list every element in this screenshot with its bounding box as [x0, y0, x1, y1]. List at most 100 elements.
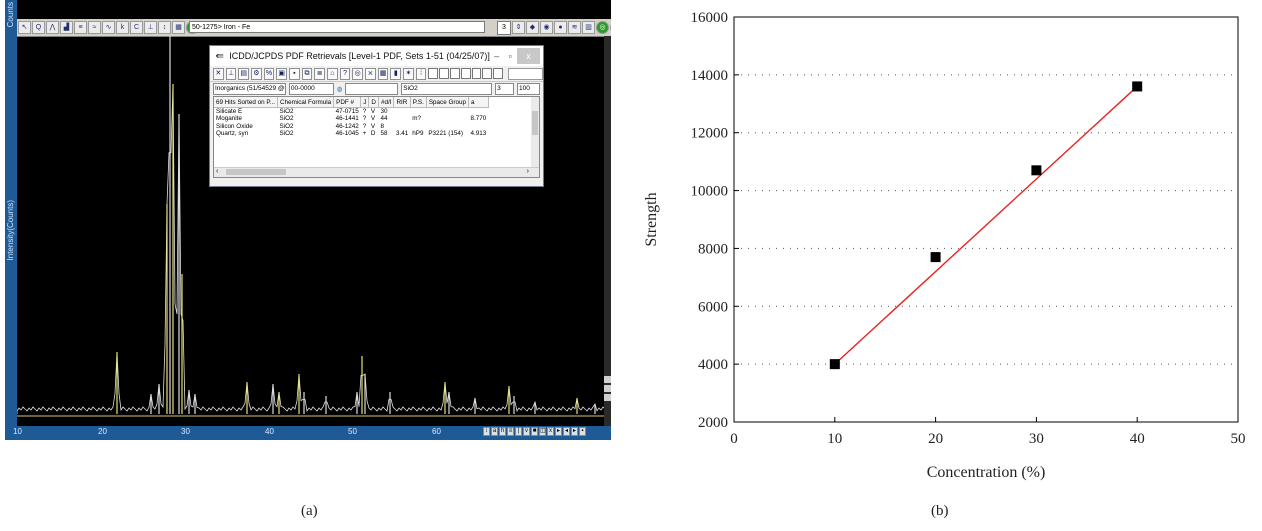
dialog-toolbar: ✕ ⊥ ▤ ⚙ % ▣ ▪ ⧉ ≣ ⌂ ? ◎ ⨯ ▦ ▮ ✶ ⁞ [210, 66, 543, 82]
copy-icon[interactable]: ⧉ [301, 67, 313, 80]
pdf-card-count[interactable]: 3 [497, 21, 511, 35]
grid-icon[interactable]: ▦ [377, 67, 389, 80]
hits-table: 69 Hits Sorted on P... Chemical Formula PD… [213, 96, 540, 178]
bg-icon[interactable]: ≡ [74, 21, 87, 34]
filter-icon[interactable]: ≋ [568, 21, 581, 34]
extra-combo[interactable] [345, 83, 399, 95]
minimize-icon[interactable]: – [494, 51, 500, 61]
column-header[interactable]: #d/I [378, 97, 395, 108]
option-checkbox[interactable] [493, 68, 503, 79]
print-icon[interactable]: ▣ [276, 67, 288, 80]
ok-icon[interactable]: ◎ [596, 21, 609, 34]
notes-icon[interactable]: ≣ [314, 67, 326, 80]
formula-combo[interactable]: SiO2 [401, 83, 493, 95]
option-checkbox[interactable] [450, 68, 460, 79]
fit-icon[interactable]: ⨯ [365, 67, 376, 80]
column-header[interactable]: Space Group [426, 97, 469, 108]
target-icon[interactable]: ◎ [352, 67, 364, 80]
table-cell: 3.41 [395, 130, 409, 138]
close-icon[interactable]: x [516, 48, 541, 64]
nav-icon[interactable]: ◫ [539, 427, 546, 436]
column-header[interactable]: J [360, 97, 370, 108]
column-header[interactable]: D [368, 97, 379, 108]
pin-icon[interactable]: ⇚ [215, 50, 224, 62]
database-combo[interactable]: Inorganics (51/54529 @C [213, 83, 286, 95]
table-cell: V [370, 122, 376, 130]
peak-tool-icon[interactable]: ⋀ [46, 21, 59, 34]
nav-icon[interactable]: v [523, 427, 530, 436]
column-header[interactable]: RIR [393, 97, 411, 108]
count-field[interactable]: 3 [495, 83, 515, 95]
column-header[interactable]: P.S. [410, 97, 427, 108]
option-checkbox[interactable] [471, 68, 482, 79]
zoom-icon[interactable]: Q [32, 21, 45, 34]
nav-icon[interactable]: ▸ [571, 427, 578, 436]
list-icon[interactable]: ▤ [238, 67, 250, 80]
star-icon[interactable]: ✶ [403, 67, 414, 80]
maximize-icon[interactable]: ▫ [508, 51, 512, 61]
table-cell [426, 123, 468, 130]
column-header[interactable]: 69 Hits Sorted on P... [214, 97, 279, 108]
cursor-tool-icon[interactable]: ↖ [18, 21, 31, 34]
option-checkbox[interactable] [460, 68, 471, 79]
plot-frame [733, 16, 1239, 423]
table-row[interactable]: Quartz, syn SiO2 46-1045 + D 58 3.41 hP9 P3221 (… [214, 130, 488, 137]
limit-field[interactable]: 100 [517, 83, 540, 95]
nav-icon[interactable]: x [547, 427, 554, 436]
pdf-card-combo[interactable]: 50-1275> Iron - Fe [189, 21, 485, 33]
nav-icon[interactable]: ◂ [563, 427, 570, 436]
table-row[interactable]: Moganite SiO2 46-1441? V 44 m? 8.770 [214, 115, 488, 122]
smooth-icon[interactable]: ≈ [88, 21, 101, 34]
nav-icon[interactable]: | [515, 427, 522, 436]
cell-icon[interactable]: C [130, 21, 143, 34]
nav-icon[interactable]: ≡ [507, 427, 514, 436]
horizontal-scrollbar[interactable]: ‹ › [214, 167, 539, 177]
nav-icon[interactable]: ▸ [555, 427, 562, 436]
scroll-left-icon[interactable]: ‹ [216, 168, 219, 175]
cancel-icon[interactable]: ✕ [610, 21, 611, 34]
save-icon[interactable]: ▪ [289, 67, 300, 80]
options-dropdown[interactable] [508, 67, 543, 80]
stick-pattern-icon[interactable]: ⊥ [225, 67, 237, 80]
column-header[interactable]: Chemical Formula [277, 97, 335, 108]
book-icon[interactable]: ▮ [390, 67, 402, 80]
pin-icon[interactable]: ● [554, 21, 567, 34]
table-cell: hP9 [412, 130, 424, 138]
percent-icon[interactable]: % [263, 67, 275, 80]
table-row[interactable]: Silicon Oxide SiO2 46-1242? V 8 [214, 123, 488, 130]
option-checkbox[interactable] [439, 68, 450, 79]
ruler-icon[interactable]: ⊥ [144, 21, 157, 34]
tools-icon[interactable]: ⚙ [251, 67, 262, 80]
globe-icon[interactable]: ◉ [540, 21, 553, 34]
column-header[interactable]: PDF # [333, 97, 362, 108]
option-checkbox[interactable] [482, 68, 493, 79]
bar-chart-icon[interactable]: ▟ [60, 21, 73, 34]
open-icon[interactable]: ⌂ [327, 67, 338, 80]
up-down-icon[interactable]: ⇕ [512, 21, 525, 34]
nav-icon[interactable]: h [499, 427, 506, 436]
table-cell: V [370, 108, 376, 115]
help-icon[interactable]: ? [339, 67, 351, 80]
data-point [1132, 81, 1143, 92]
dialog-title-bar: ⇚ ICDD/JCPDS PDF Retrievals [Level-1 PDF… [210, 46, 543, 66]
column-header[interactable]: a [468, 97, 489, 108]
delete-icon[interactable]: ✕ [213, 67, 224, 80]
scale-icon[interactable]: ↕ [158, 21, 171, 34]
table-row[interactable]: Silicate E SiO2 47-0715? V 30 [214, 108, 488, 116]
nav-icon[interactable]: ■ [531, 427, 538, 436]
table-icon[interactable]: ▦ [172, 21, 185, 34]
nav-icon[interactable]: ↕ [483, 427, 490, 436]
kalpha-icon[interactable]: k [116, 21, 129, 34]
diamond-icon[interactable]: ◆ [526, 21, 539, 34]
element-icon[interactable]: ◍ [336, 86, 343, 93]
fit-icon[interactable]: ∿ [102, 21, 115, 34]
vertical-scrollbar[interactable] [531, 97, 539, 177]
scroll-right-icon[interactable]: › [526, 168, 529, 175]
nav-icon[interactable]: a [491, 427, 498, 436]
chart-icon[interactable]: ▥ [582, 21, 595, 34]
option-checkbox[interactable] [428, 68, 439, 79]
nav-icon[interactable]: ▪ [579, 427, 586, 436]
dots-icon[interactable]: ⁞ [415, 67, 427, 80]
pdf-number-combo[interactable]: 00-0000 [288, 83, 334, 95]
table-cell [394, 115, 410, 122]
